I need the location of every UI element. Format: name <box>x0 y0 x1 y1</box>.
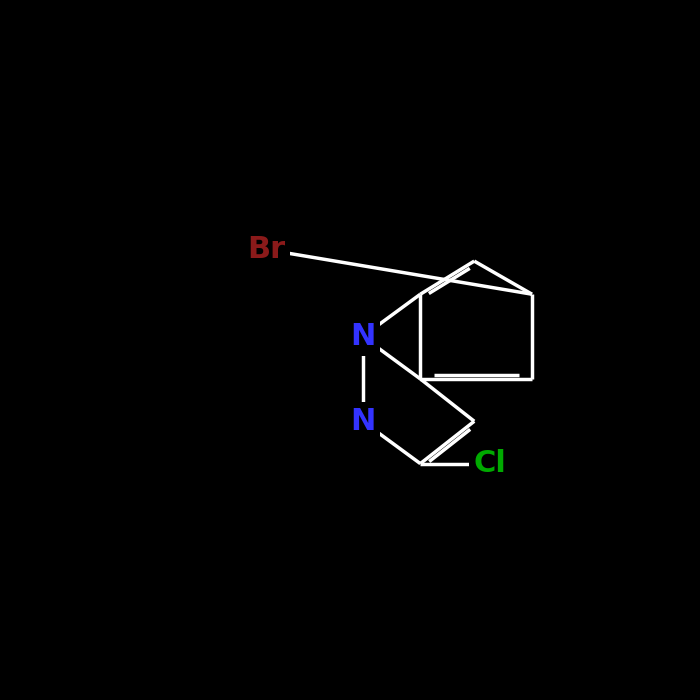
Text: N: N <box>350 407 375 436</box>
Text: N: N <box>350 322 375 351</box>
Text: Br: Br <box>247 235 286 264</box>
Text: Cl: Cl <box>473 449 506 478</box>
